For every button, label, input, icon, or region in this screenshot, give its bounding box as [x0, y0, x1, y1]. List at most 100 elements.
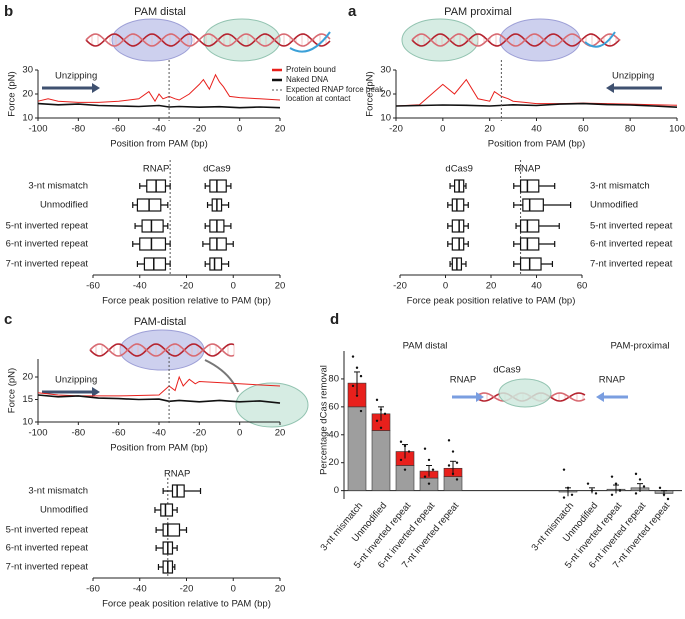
- x-tick-label: -40: [133, 584, 147, 595]
- data-point: [379, 426, 383, 429]
- box: [143, 257, 167, 271]
- box: [451, 198, 465, 212]
- arrow-head: [606, 83, 614, 93]
- x-tick-label: -100: [28, 124, 47, 135]
- x-tick-label: -80: [71, 124, 85, 135]
- y-tick-label: 20: [22, 89, 33, 100]
- data-point: [634, 472, 638, 476]
- box: [451, 237, 465, 251]
- panel-letter: b: [4, 3, 13, 20]
- y-tick-label: 80: [328, 373, 339, 384]
- box: [209, 237, 227, 251]
- x-tick-label: -60: [112, 428, 126, 439]
- x-axis-label: Force peak position relative to PAM (bp): [102, 599, 271, 610]
- dna-strand: [85, 33, 331, 47]
- x-tick-label: -20: [192, 124, 206, 135]
- x-tick-label: -20: [180, 281, 194, 292]
- box: [522, 198, 544, 212]
- box: [451, 219, 465, 233]
- dna-strand: [85, 33, 331, 47]
- x-tick-label: 40: [531, 281, 542, 292]
- data-point: [427, 458, 431, 462]
- arrow-head: [92, 387, 100, 397]
- annotation: Unzipping: [612, 71, 654, 82]
- x-axis-label: Position from PAM (bp): [488, 139, 586, 150]
- rna: [584, 31, 616, 48]
- protein: [498, 378, 552, 408]
- x-tick-label: 0: [443, 281, 448, 292]
- data-point: [594, 492, 598, 495]
- category-label: 7-nt inverted repeat: [6, 259, 89, 270]
- legend-label: Protein bound: [286, 65, 336, 74]
- x-tick-label: 60: [578, 124, 589, 135]
- data-point: [427, 482, 431, 485]
- box: [519, 219, 540, 233]
- data-point: [455, 478, 459, 481]
- y-tick-label: 60: [328, 401, 339, 412]
- x-tick-label: 20: [486, 281, 497, 292]
- x-tick-label: 0: [231, 584, 236, 595]
- data-point: [610, 493, 614, 497]
- category-label: 5-nt inverted repeat: [6, 525, 89, 536]
- y-tick-label: 30: [380, 65, 391, 76]
- category-label: Unmodified: [40, 505, 88, 516]
- trace: [395, 78, 678, 107]
- x-tick-label: -40: [133, 281, 147, 292]
- legend-label: Naked DNA: [286, 75, 329, 84]
- data-point: [431, 468, 435, 471]
- y-tick-label: 15: [22, 394, 33, 405]
- dna-strand: [411, 33, 621, 47]
- rna: [289, 31, 331, 53]
- box: [171, 484, 185, 498]
- y-tick-label: 0: [334, 485, 339, 496]
- annotation: Unzipping: [55, 375, 97, 386]
- category-label: 6-nt inverted repeat: [590, 239, 673, 250]
- box: [519, 257, 542, 271]
- data-point: [403, 444, 407, 448]
- series-label: dCas9: [445, 164, 472, 175]
- x-tick-label: -80: [71, 428, 85, 439]
- x-tick-label: -60: [112, 124, 126, 135]
- x-tick-label: 20: [275, 428, 286, 439]
- x-axis-label: Force peak position relative to PAM (bp): [102, 296, 271, 307]
- data-point: [359, 374, 363, 378]
- category-label: 5-nt inverted repeat: [6, 221, 89, 232]
- box: [160, 503, 174, 517]
- y-tick-label: 10: [22, 113, 33, 124]
- panel-letter: c: [4, 311, 12, 328]
- x-tick-label: -40: [152, 428, 166, 439]
- y-tick-label: 10: [22, 417, 33, 428]
- data-point: [662, 493, 666, 497]
- data-point: [658, 486, 662, 490]
- x-tick-label: 20: [484, 124, 495, 135]
- data-point: [451, 472, 455, 476]
- data-point: [379, 408, 383, 411]
- y-axis-label: Force (pN): [7, 368, 18, 413]
- protein: [235, 382, 309, 428]
- box: [162, 523, 181, 537]
- panel-title: PAM-distal: [134, 316, 186, 328]
- box: [519, 179, 540, 193]
- data-point: [423, 447, 427, 450]
- data-point: [566, 486, 570, 490]
- data-point: [642, 485, 646, 488]
- category-label: Unmodified: [590, 200, 638, 211]
- y-tick-label: 20: [380, 89, 391, 100]
- legend-label: Expected RNAP force peak location at con…: [286, 85, 384, 103]
- data-point: [614, 482, 618, 485]
- illustration-label: RNAP: [599, 375, 625, 386]
- y-tick-label: 20: [328, 457, 339, 468]
- trace: [395, 102, 678, 108]
- box: [519, 237, 540, 251]
- x-tick-label: -60: [86, 281, 100, 292]
- annotation: Unzipping: [55, 71, 97, 82]
- data-point: [570, 493, 574, 497]
- y-axis-label: Force (pN): [7, 71, 18, 116]
- data-point: [638, 478, 642, 481]
- x-tick-label: 80: [625, 124, 636, 135]
- trace: [37, 102, 281, 109]
- arrow-head: [596, 392, 604, 402]
- panel-letter: a: [348, 3, 357, 20]
- x-tick-label: 60: [577, 281, 588, 292]
